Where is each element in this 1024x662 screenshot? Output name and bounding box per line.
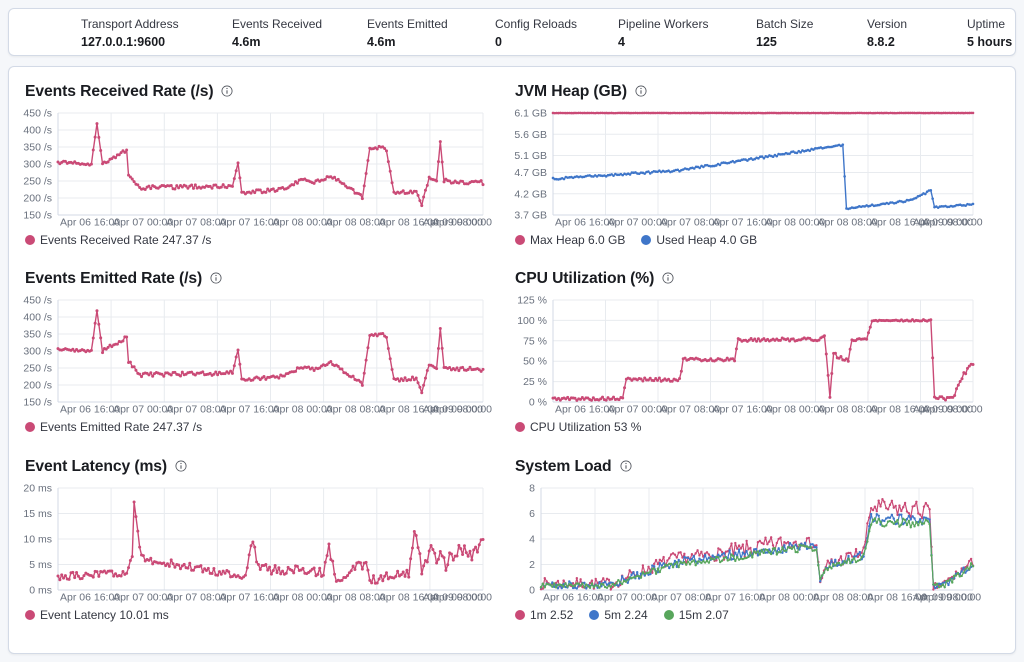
svg-text:2: 2 bbox=[529, 559, 535, 571]
svg-text:Apr 07 16:00: Apr 07 16:00 bbox=[219, 217, 279, 229]
svg-text:Apr 07 00:00: Apr 07 00:00 bbox=[608, 404, 668, 416]
svg-text:200 /s: 200 /s bbox=[23, 380, 52, 392]
svg-text:4: 4 bbox=[529, 534, 535, 546]
svg-text:Apr 06 16:00: Apr 06 16:00 bbox=[60, 217, 120, 229]
svg-text:250 /s: 250 /s bbox=[23, 176, 52, 188]
svg-text:Apr 07 00:00: Apr 07 00:00 bbox=[113, 592, 173, 604]
svg-text:8: 8 bbox=[529, 483, 535, 495]
svg-text:Apr 09 08:00: Apr 09 08:00 bbox=[913, 404, 973, 416]
svg-text:Apr 08 00:00: Apr 08 00:00 bbox=[759, 592, 819, 604]
svg-text:300 /s: 300 /s bbox=[23, 346, 52, 358]
svg-text:Apr 09 08:00: Apr 09 08:00 bbox=[913, 592, 973, 604]
svg-text:400 /s: 400 /s bbox=[23, 312, 52, 324]
svg-text:Apr 06 16:00: Apr 06 16:00 bbox=[555, 404, 615, 416]
svg-text:20 ms: 20 ms bbox=[23, 483, 52, 495]
svg-text:15 ms: 15 ms bbox=[23, 508, 52, 520]
svg-text:Apr 07 00:00: Apr 07 00:00 bbox=[113, 404, 173, 416]
svg-text:150 /s: 150 /s bbox=[23, 210, 52, 222]
svg-text:150 /s: 150 /s bbox=[23, 397, 52, 409]
svg-text:Apr 06 16:00: Apr 06 16:00 bbox=[543, 592, 603, 604]
svg-text:Apr 08 00:00: Apr 08 00:00 bbox=[273, 404, 333, 416]
svg-text:Apr 08 00:00: Apr 08 00:00 bbox=[273, 217, 333, 229]
svg-text:350 /s: 350 /s bbox=[23, 329, 52, 341]
svg-text:Apr 07 08:00: Apr 07 08:00 bbox=[166, 217, 226, 229]
svg-text:0 ms: 0 ms bbox=[29, 585, 52, 597]
svg-text:Apr 08 00:00: Apr 08 00:00 bbox=[273, 592, 333, 604]
svg-text:Apr 07 08:00: Apr 07 08:00 bbox=[651, 592, 711, 604]
svg-text:Apr 07 16:00: Apr 07 16:00 bbox=[713, 404, 773, 416]
svg-text:Apr 07 00:00: Apr 07 00:00 bbox=[113, 217, 173, 229]
svg-text:Apr 07 16:00: Apr 07 16:00 bbox=[705, 592, 765, 604]
svg-text:25 %: 25 % bbox=[523, 376, 547, 388]
svg-text:Apr 08 00:00: Apr 08 00:00 bbox=[765, 217, 825, 229]
svg-text:400 /s: 400 /s bbox=[23, 125, 52, 137]
svg-text:Apr 07 08:00: Apr 07 08:00 bbox=[660, 217, 720, 229]
svg-text:4.7 GB: 4.7 GB bbox=[514, 167, 547, 179]
svg-text:50 %: 50 % bbox=[523, 356, 547, 368]
svg-text:Apr 08 08:00: Apr 08 08:00 bbox=[818, 404, 878, 416]
svg-text:Apr 07 08:00: Apr 07 08:00 bbox=[166, 592, 226, 604]
svg-text:3.7 GB: 3.7 GB bbox=[514, 210, 547, 222]
svg-text:Apr 07 00:00: Apr 07 00:00 bbox=[597, 592, 657, 604]
svg-text:Apr 08 08:00: Apr 08 08:00 bbox=[813, 592, 873, 604]
svg-text:100 %: 100 % bbox=[517, 315, 547, 327]
svg-text:75 %: 75 % bbox=[523, 335, 547, 347]
svg-text:5 ms: 5 ms bbox=[29, 559, 52, 571]
svg-text:Apr 08 08:00: Apr 08 08:00 bbox=[818, 217, 878, 229]
svg-text:Apr 09 08:00: Apr 09 08:00 bbox=[423, 592, 483, 604]
svg-text:Apr 07 08:00: Apr 07 08:00 bbox=[166, 404, 226, 416]
svg-text:Apr 06 16:00: Apr 06 16:00 bbox=[60, 404, 120, 416]
svg-text:Apr 08 08:00: Apr 08 08:00 bbox=[326, 404, 386, 416]
svg-text:10 ms: 10 ms bbox=[23, 534, 52, 546]
svg-text:Apr 08 08:00: Apr 08 08:00 bbox=[326, 592, 386, 604]
svg-text:Apr 07 16:00: Apr 07 16:00 bbox=[219, 404, 279, 416]
svg-text:Apr 07 00:00: Apr 07 00:00 bbox=[608, 217, 668, 229]
svg-text:Apr 07 08:00: Apr 07 08:00 bbox=[660, 404, 720, 416]
svg-text:Apr 09 08:00: Apr 09 08:00 bbox=[423, 404, 483, 416]
svg-text:5.1 GB: 5.1 GB bbox=[514, 150, 547, 162]
svg-text:Apr 09 08:00: Apr 09 08:00 bbox=[423, 217, 483, 229]
svg-text:Apr 07 16:00: Apr 07 16:00 bbox=[219, 592, 279, 604]
svg-text:Apr 07 16:00: Apr 07 16:00 bbox=[713, 217, 773, 229]
svg-text:125 %: 125 % bbox=[517, 295, 547, 307]
svg-text:4.2 GB: 4.2 GB bbox=[514, 188, 547, 200]
svg-text:450 /s: 450 /s bbox=[23, 108, 52, 120]
svg-text:250 /s: 250 /s bbox=[23, 363, 52, 375]
svg-text:450 /s: 450 /s bbox=[23, 295, 52, 307]
svg-text:Apr 08 08:00: Apr 08 08:00 bbox=[326, 217, 386, 229]
svg-text:6.1 GB: 6.1 GB bbox=[514, 108, 547, 120]
svg-text:Apr 06 16:00: Apr 06 16:00 bbox=[555, 217, 615, 229]
svg-text:Apr 09 08:00: Apr 09 08:00 bbox=[913, 217, 973, 229]
svg-text:200 /s: 200 /s bbox=[23, 193, 52, 205]
svg-text:0 %: 0 % bbox=[529, 397, 547, 409]
svg-text:Apr 06 16:00: Apr 06 16:00 bbox=[60, 592, 120, 604]
svg-text:Apr 08 00:00: Apr 08 00:00 bbox=[765, 404, 825, 416]
svg-text:350 /s: 350 /s bbox=[23, 142, 52, 154]
svg-text:5.6 GB: 5.6 GB bbox=[514, 129, 547, 141]
svg-text:0: 0 bbox=[529, 585, 535, 597]
svg-text:300 /s: 300 /s bbox=[23, 159, 52, 171]
svg-text:6: 6 bbox=[529, 508, 535, 520]
